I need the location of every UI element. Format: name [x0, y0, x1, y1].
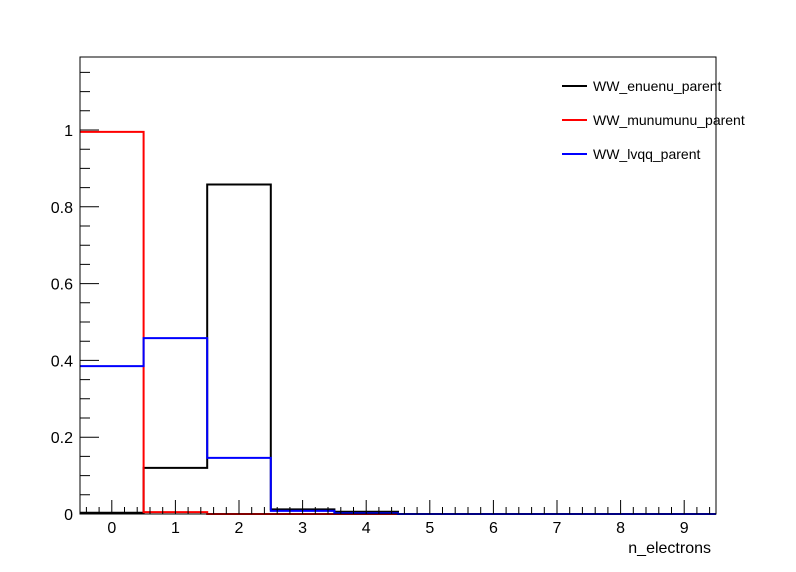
legend: WW_enuenu_parent WW_munumunu_parent WW_lvq…	[562, 78, 745, 162]
ticks-layer	[80, 71, 711, 515]
y-tick-label: 1	[64, 123, 73, 140]
y-tick-label: 0.4	[51, 353, 73, 370]
y-tick-label: 0.8	[51, 200, 73, 217]
x-tick-label: 9	[680, 520, 689, 537]
legend-entry: WW_munumunu_parent	[593, 112, 745, 128]
x-tick-label: 7	[553, 520, 562, 537]
x-tick-label: 0	[107, 520, 116, 537]
labels-layer: 0 1 2 3 4 5 6 7 8 9 0 0.2 0.4 0.6 0.8 1	[51, 123, 689, 537]
x-tick-label: 2	[235, 520, 244, 537]
axis-ticks	[80, 71, 711, 515]
x-axis-title: n_electrons	[628, 540, 711, 557]
x-tick-label: 6	[489, 520, 498, 537]
x-tick-label: 1	[171, 520, 180, 537]
y-tick-label: 0.6	[51, 277, 73, 294]
legend-entry: WW_enuenu_parent	[593, 78, 722, 94]
x-tick-label: 3	[298, 520, 307, 537]
x-tick-label: 5	[425, 520, 434, 537]
x-tick-label: 4	[362, 520, 371, 537]
plot-frame	[79, 56, 717, 515]
y-tick-label: 0	[64, 507, 73, 524]
x-tick-label: 8	[616, 520, 625, 537]
y-tick-label: 0.2	[51, 430, 73, 447]
legend-entry: WW_lvqq_parent	[593, 146, 700, 162]
